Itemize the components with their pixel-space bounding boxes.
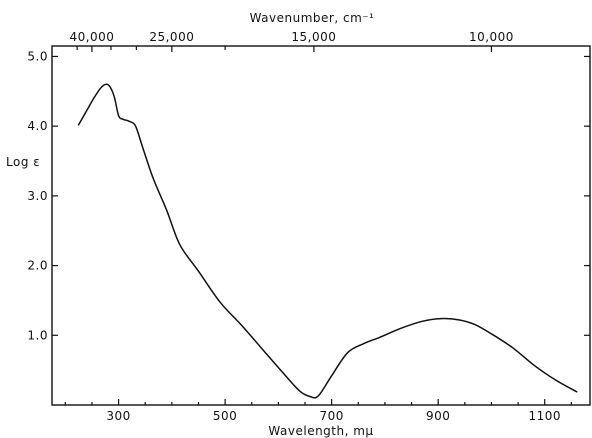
x-tick-label: 900 (426, 409, 450, 423)
top-tick-label: 15,000 (291, 30, 336, 44)
spectrum-curve (77, 83, 578, 399)
top-axis-ticks: 40,000 25,000 15,000 10,000 (69, 30, 514, 52)
x-axis-ticks: 300 500 700 900 1100 (64, 399, 572, 423)
top-tick-label: 40,000 (69, 30, 114, 44)
y-tick-label: 1.0 (27, 328, 48, 342)
y-tick-label: 4.0 (27, 119, 48, 133)
top-axis-label: Wavenumber, cm⁻¹ (250, 11, 375, 25)
x-tick-label: 700 (319, 409, 343, 423)
top-tick-label: 10,000 (469, 30, 514, 44)
plot-frame (51, 45, 591, 406)
y-axis-ticks: 1.0 2.0 3.0 4.0 5.0 (27, 49, 590, 342)
top-tick-label: 25,000 (149, 30, 194, 44)
x-tick-label: 1100 (528, 409, 561, 423)
x-axis-label: Wavelength, mμ (268, 424, 373, 438)
y-tick-label: 2.0 (27, 259, 48, 273)
y-tick-label: 5.0 (27, 49, 48, 63)
y-tick-label: 3.0 (27, 189, 48, 203)
x-tick-label: 500 (213, 409, 237, 423)
y-axis-label: Log ε (6, 155, 40, 169)
x-tick-label: 300 (106, 409, 130, 423)
